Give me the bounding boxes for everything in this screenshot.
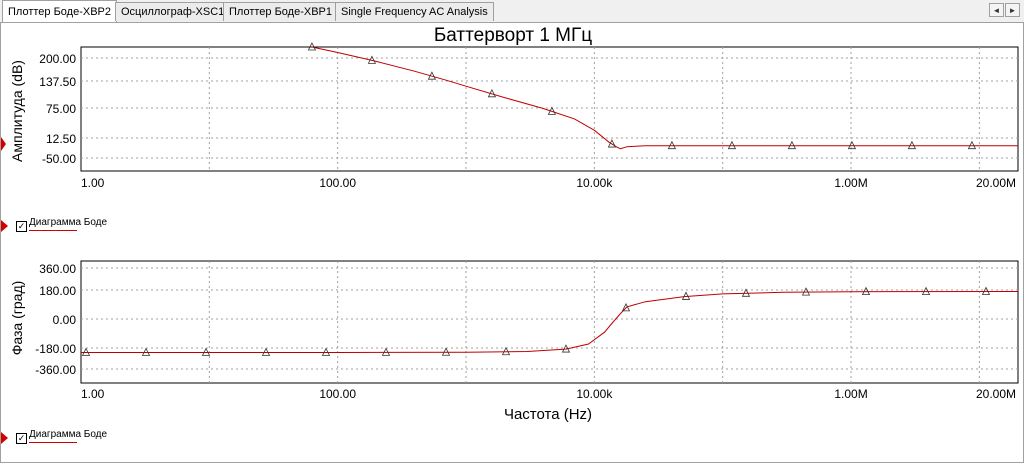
y-tick-label: 360.00 [39, 262, 76, 276]
data-point-marker [801, 287, 811, 296]
tab-bode-xbp1[interactable]: Плоттер Боде-XBP1 [223, 2, 338, 21]
magnitude-x-ticks: 1.00 100.00 10.00k 1.00M 20.00M [81, 176, 1016, 190]
y-tick-label: 12.50 [46, 132, 76, 146]
data-point-marker [487, 88, 497, 98]
phase-legend-checkbox[interactable]: ✓ [16, 433, 27, 444]
phase-grid [81, 261, 1018, 383]
x-tick-label: 100.00 [319, 176, 356, 190]
phase-legend-label: Диаграмма Боде [29, 429, 108, 440]
data-point-marker [261, 347, 271, 356]
magnitude-legend-label: Диаграмма Боде [29, 217, 108, 228]
magnitude-cursor-marker[interactable] [1, 137, 6, 151]
x-tick-label: 100.00 [319, 387, 356, 401]
x-tick-label: 1.00M [834, 176, 867, 190]
x-axis-label: Частота (Hz) [504, 406, 592, 423]
data-point-marker [681, 291, 691, 300]
bode-plot-svg: Баттерворт 1 МГц 200.00 137.50 75.00 12.50 -… [1, 25, 1019, 423]
phase-y-axis-label: Фаза (град) [9, 281, 25, 356]
tab-bar: Плоттер Боде-XBP2 Осциллограф-XSC1 Плотт… [0, 0, 1024, 23]
legend-marker-icon [1, 432, 8, 444]
y-tick-label: -50.00 [42, 152, 76, 166]
y-tick-label: 75.00 [46, 102, 76, 116]
bode-plot-panel: Баттерворт 1 МГц 200.00 137.50 75.00 12.50 -… [0, 22, 1024, 463]
phase-chart: 360.00 180.00 0.00 -180.00 -360.00 1.00 100.0… [9, 260, 1019, 423]
magnitude-legend-swatch [29, 230, 77, 231]
data-point-marker [907, 140, 917, 150]
magnitude-y-axis-label: Амплитуда (dB) [9, 60, 25, 162]
data-point-marker [967, 140, 977, 150]
data-point-marker [427, 71, 437, 80]
phase-plot-area[interactable] [80, 260, 1019, 384]
x-tick-label: 20.00M [976, 387, 1016, 401]
data-point-marker [441, 347, 451, 356]
tab-oscilloscope-xsc1[interactable]: Осциллограф-XSC1 [115, 2, 231, 21]
data-point-marker [141, 347, 151, 356]
data-point-marker [621, 303, 631, 312]
magnitude-series-line [311, 46, 1018, 150]
legend-marker-icon [1, 220, 8, 232]
data-point-marker [667, 140, 677, 150]
magnitude-plot-area[interactable] [80, 46, 1019, 172]
data-point-marker [381, 347, 391, 356]
phase-series-line [81, 291, 1019, 353]
y-tick-label: -360.00 [35, 363, 76, 377]
data-point-marker [741, 288, 751, 297]
phase-legend-swatch [29, 442, 77, 443]
data-point-marker [321, 347, 331, 356]
data-point-marker [607, 139, 617, 148]
x-tick-label: 10.00k [576, 176, 613, 190]
data-point-marker [727, 140, 737, 150]
x-tick-label: 10.00k [576, 387, 613, 401]
data-point-marker [367, 55, 377, 64]
x-tick-label: 1.00 [81, 176, 105, 190]
y-tick-label: 0.00 [53, 313, 77, 327]
phase-markers [81, 286, 991, 356]
x-tick-label: 1.00 [81, 387, 105, 401]
magnitude-y-ticks: 200.00 137.50 75.00 12.50 -50.00 [39, 52, 76, 166]
data-point-marker [847, 140, 857, 150]
magnitude-markers [307, 42, 977, 150]
data-point-marker [861, 286, 871, 296]
tab-scroll-right-icon[interactable]: ► [1005, 3, 1020, 17]
data-point-marker [501, 346, 511, 356]
data-point-marker [201, 347, 211, 356]
y-tick-label: 200.00 [39, 52, 76, 66]
tab-bode-xbp2[interactable]: Плоттер Боде-XBP2 [2, 0, 117, 22]
x-tick-label: 20.00M [976, 176, 1016, 190]
data-point-marker [787, 140, 797, 150]
data-point-marker [561, 344, 571, 353]
phase-y-ticks: 360.00 180.00 0.00 -180.00 -360.00 [35, 262, 76, 377]
data-point-marker [981, 286, 991, 295]
tab-scroll-left-icon[interactable]: ◄ [989, 3, 1004, 17]
x-tick-label: 1.00M [834, 387, 867, 401]
magnitude-legend-checkbox[interactable]: ✓ [16, 221, 27, 232]
data-point-marker [81, 347, 91, 356]
y-tick-label: 137.50 [39, 75, 76, 89]
plot-title: Баттерворт 1 МГц [434, 25, 592, 46]
tab-single-frequency-ac[interactable]: Single Frequency AC Analysis [335, 2, 494, 21]
data-point-marker [547, 106, 557, 115]
y-tick-label: -180.00 [35, 342, 76, 356]
data-point-marker [921, 286, 931, 295]
y-tick-label: 180.00 [39, 284, 76, 298]
data-point-marker [307, 42, 317, 51]
magnitude-grid [81, 47, 1018, 171]
phase-x-ticks: 1.00 100.00 10.00k 1.00M 20.00M [81, 387, 1016, 401]
